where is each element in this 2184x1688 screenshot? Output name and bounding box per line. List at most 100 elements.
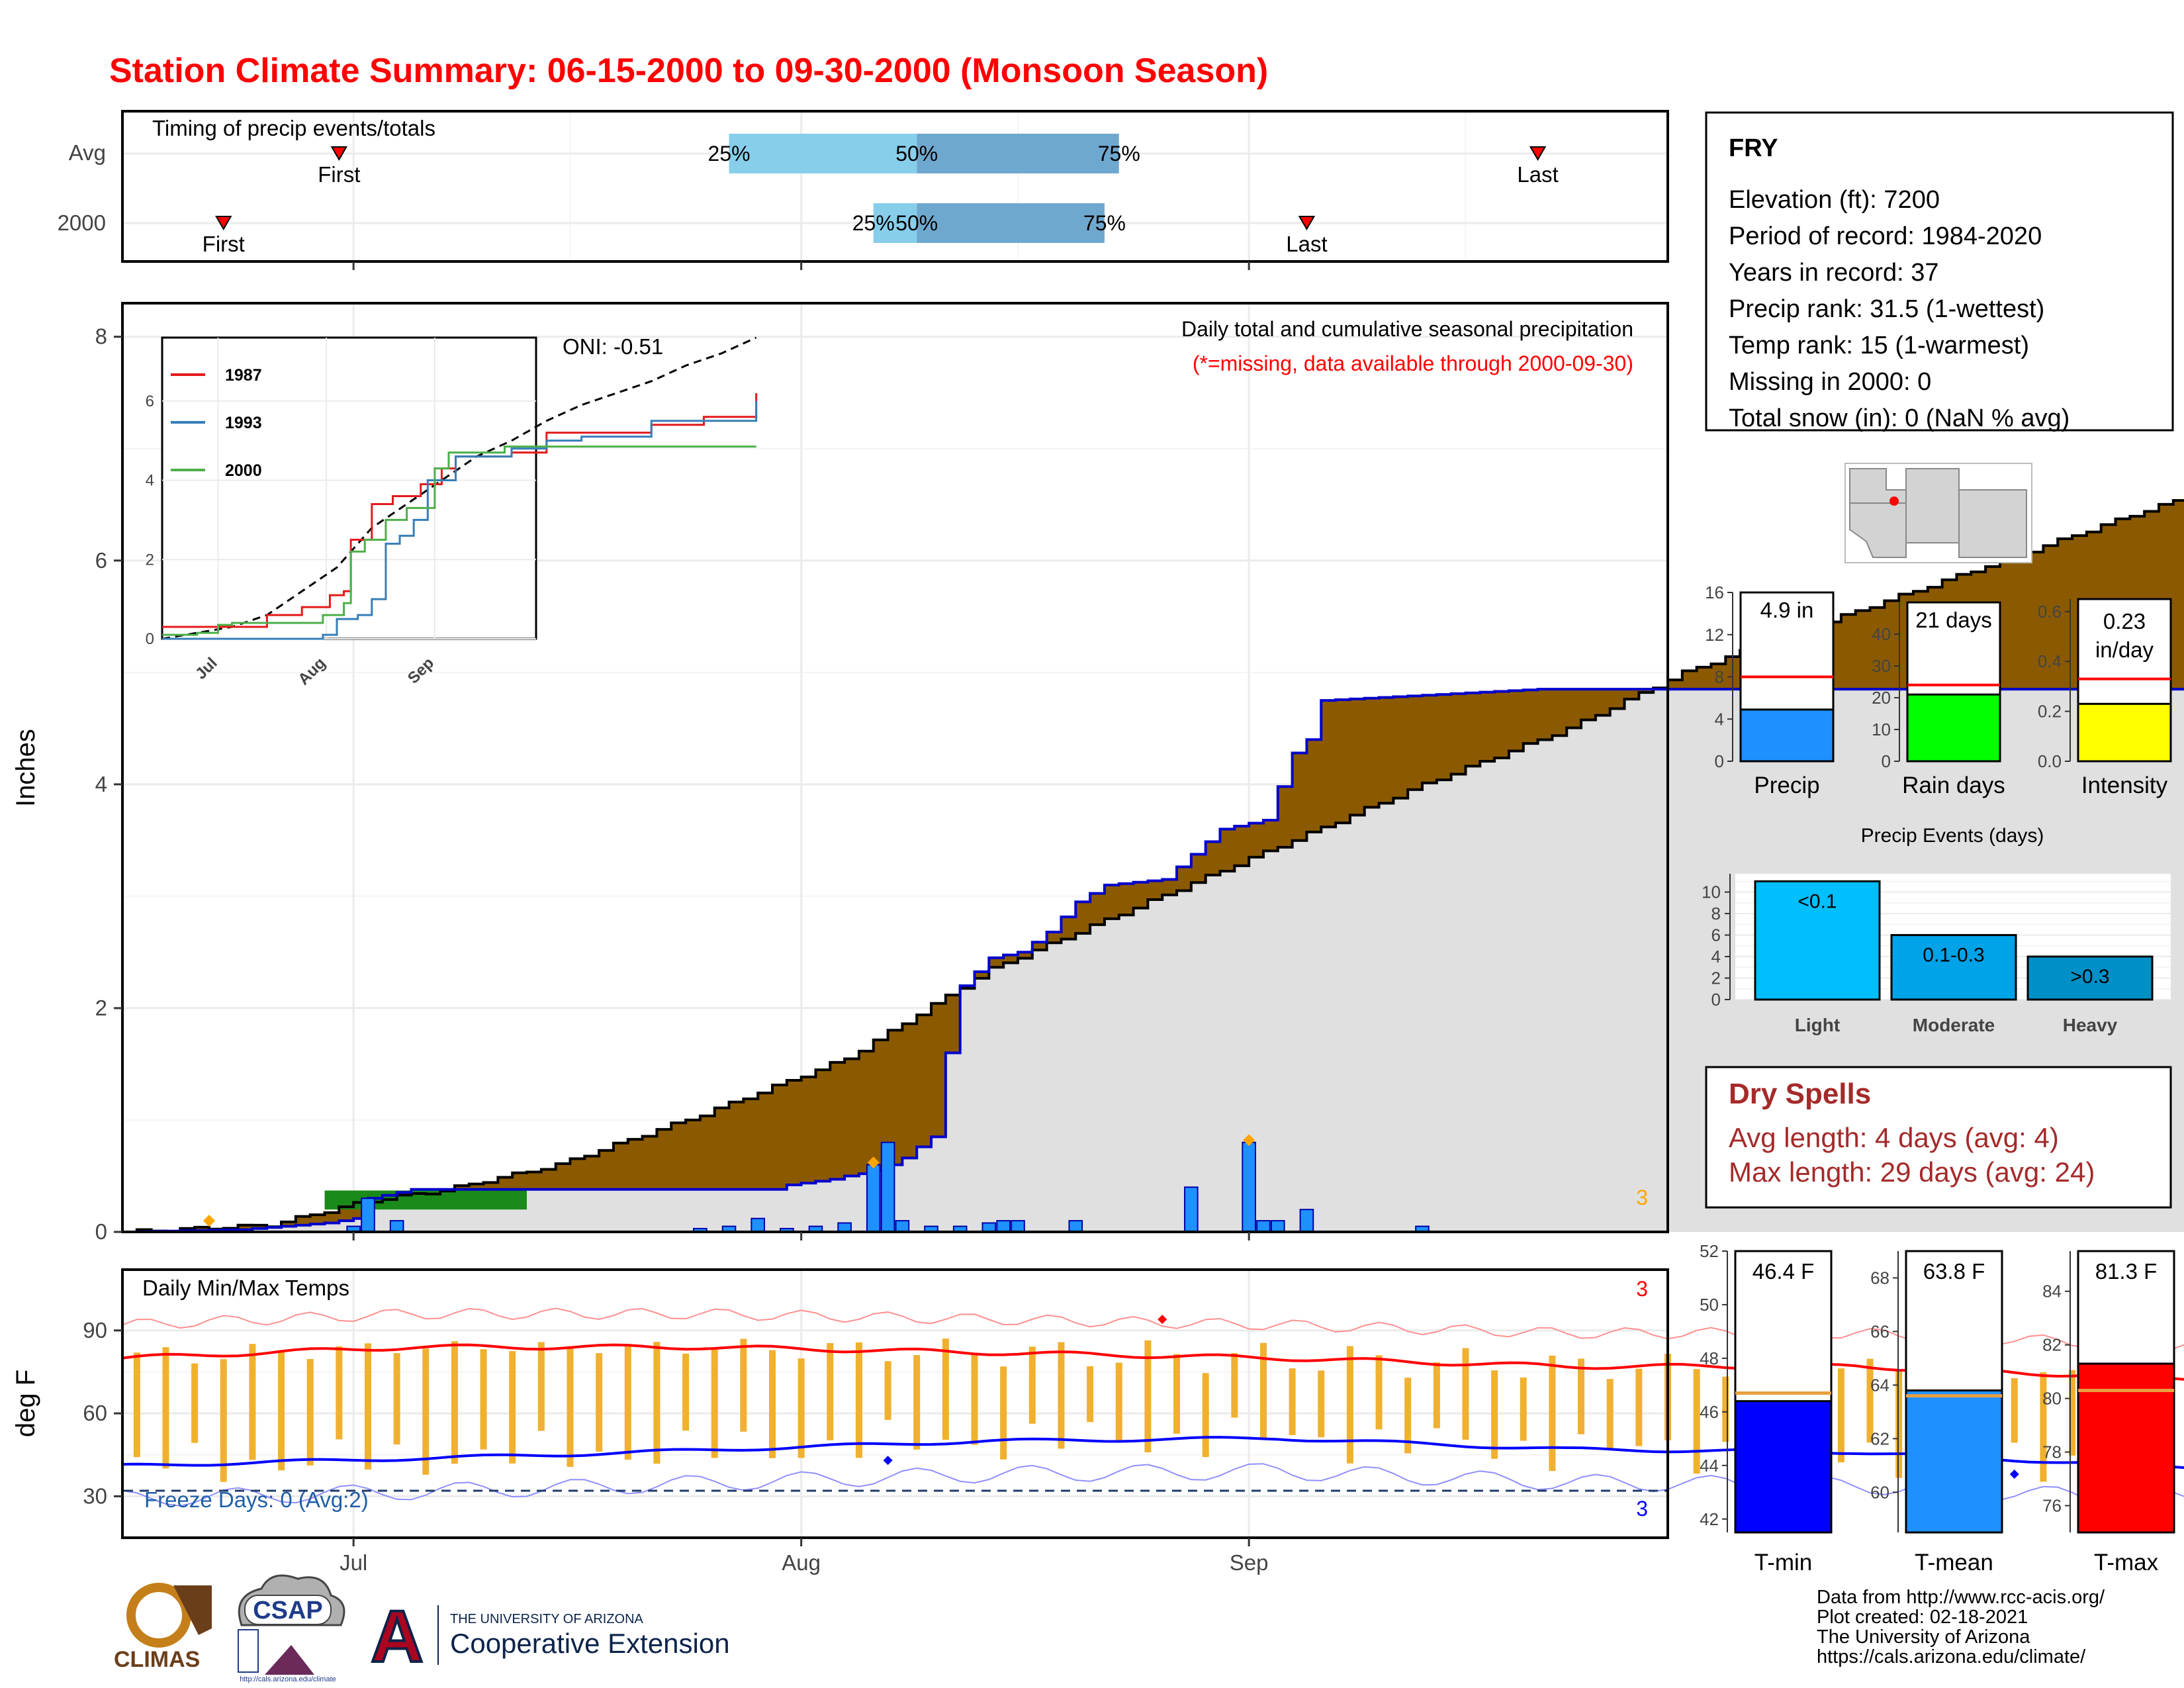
inset-legend-label: 1993: [225, 414, 262, 432]
summary-bar-value-unit: in/day: [2095, 637, 2154, 662]
station-line-years: Years in record: 37: [1729, 259, 1939, 287]
temp-y-tick-label: 30: [83, 1483, 107, 1508]
dry-spells-max: Max length: 29 days (avg: 24): [1729, 1156, 2095, 1188]
daily-precip-bar: [895, 1220, 910, 1233]
inset-y-tick-label: 4: [146, 472, 154, 490]
daily-temp-range-bar: [1058, 1342, 1065, 1449]
timing-panel: Timing of precip events/totals Avg 2000 …: [58, 110, 1669, 263]
station-line-missing: Missing in 2000: 0: [1729, 368, 1931, 396]
timing-q50-label: 50%: [895, 142, 938, 165]
timing-row-avg-label: Avg: [69, 140, 106, 165]
daily-temp-range-bar: [1693, 1369, 1700, 1474]
daily-precip-bar: [880, 1141, 895, 1233]
daily-temp-range-bar: [393, 1353, 400, 1445]
csap-logo-text: CSAP: [253, 1597, 323, 1624]
inset-series-line-2000: [162, 445, 756, 636]
temp-bar-tick-label: 84: [2042, 1282, 2062, 1301]
daily-temp-range-bar: [1635, 1368, 1643, 1446]
daily-precip-bar: [389, 1220, 404, 1233]
event-bar-heavy: [2026, 955, 2154, 1001]
timing-last-label: Last: [1286, 232, 1327, 256]
timing-q75-label: 75%: [1083, 211, 1126, 235]
station-line-temp-rank: Temp rank: 15 (1-warmest): [1729, 332, 2029, 359]
daily-temp-range-bar: [480, 1349, 487, 1450]
timing-q75-label: 75%: [1098, 142, 1140, 165]
temp-bar-tick-label: 76: [2042, 1496, 2062, 1516]
daily-precip-bar: [1270, 1220, 1285, 1233]
daily-temp-range-bar: [971, 1353, 978, 1445]
events-tick-label: 8: [1711, 904, 1721, 923]
daily-temp-range-bar: [711, 1349, 718, 1458]
ua-logo-bottom: Cooperative Extension: [450, 1628, 730, 1659]
precip-y-tick-label: 4: [95, 772, 107, 796]
summary-bar-tick-label: 0: [1715, 751, 1724, 771]
summary-bar-Rain days: [1906, 693, 2001, 763]
temp-panel: 30 60 90 deg F Daily Min/Max Temps Freeze …: [11, 1268, 2184, 1539]
daily-record-marker: [1243, 1134, 1255, 1147]
university-of-arizona-logo: A THE UNIVERSITY OF ARIZONA Cooperative …: [369, 1595, 730, 1679]
temp-bar-tick-label: 44: [1700, 1456, 1719, 1476]
temp-bar-tick-label: 42: [1700, 1509, 1719, 1529]
daily-temp-range-bar: [1606, 1379, 1614, 1448]
station-location-dot: [1889, 496, 1899, 506]
summary-bar-tick-label: 16: [1705, 583, 1724, 602]
precip-panel-title: Daily total and cumulative seasonal prec…: [1181, 317, 1633, 341]
daily-temp-range-bar: [1173, 1354, 1181, 1434]
climas-logo-text: CLIMAS: [114, 1647, 200, 1672]
station-line-precip-rank: Precip rank: 31.5 (1-wettest): [1729, 295, 2044, 323]
precip-events-chart: Precip Events (days) 0 2 4 6 8 10 <0.1 Light 0.1…: [1702, 825, 2171, 1035]
summary-bar-tick-label: 0.4: [2038, 651, 2062, 671]
credit-line-1: Data from http://www.rcc-acis.org/: [1817, 1587, 2105, 1608]
temp-bar-tick-label: 46: [1700, 1402, 1719, 1422]
daily-temp-range-bar: [1520, 1377, 1527, 1441]
precip-y-tick-label: 2: [95, 996, 107, 1020]
daily-precip-bar: [996, 1220, 1011, 1233]
timing-last-marker: [1529, 146, 1547, 161]
daily-record-marker: [867, 1156, 880, 1169]
daily-temp-range-bar: [1722, 1376, 1729, 1442]
daily-temp-range-bar: [2069, 1370, 2076, 1456]
timing-title: Timing of precip events/totals: [152, 116, 435, 140]
event-category-label: Heavy: [2063, 1015, 2118, 1035]
daily-temp-range-bar: [1289, 1368, 1296, 1435]
temp-panel-title: Daily Min/Max Temps: [142, 1276, 349, 1300]
precip-y-tick-label: 8: [95, 324, 107, 349]
daily-temp-range-bar: [1231, 1353, 1238, 1418]
daily-temp-range-bar: [855, 1342, 862, 1458]
timing-first-label: First: [203, 232, 245, 256]
daily-precip-bar: [1256, 1220, 1271, 1233]
daily-temp-range-bar: [1578, 1358, 1585, 1434]
precip-corner-count: 3: [1636, 1186, 1648, 1209]
daily-temp-range-bar: [509, 1351, 516, 1464]
event-bar-label: <0.1: [1797, 890, 1837, 912]
inset-legend-label: 1987: [225, 366, 262, 385]
daily-temp-range-bar: [624, 1344, 631, 1460]
events-tick-label: 4: [1711, 947, 1721, 966]
climas-logo: CLIMAS: [114, 1583, 212, 1672]
daily-temp-range-bar: [422, 1348, 430, 1475]
event-bar-moderate: [1890, 934, 2017, 1001]
event-category-label: Light: [1795, 1015, 1840, 1035]
summary-bar-value: 21 days: [1915, 608, 1992, 632]
temperature-summary-bars: 42 44 46 48 50 52 46.4 F T-min 60 62 64 66 68 63.8 F T…: [1700, 1241, 2175, 1575]
daily-temp-range-bar: [451, 1341, 458, 1464]
station-line-snow: Total snow (in): 0 (NaN % avg): [1729, 404, 2070, 432]
events-tick-label: 6: [1711, 925, 1721, 945]
daily-temp-range-bar: [1433, 1362, 1440, 1429]
summary-bar-tick-label: 30: [1872, 656, 1891, 676]
daily-temp-range-bar: [1000, 1366, 1007, 1460]
temp-bar-tick-label: 50: [1700, 1295, 1719, 1315]
x-axis-tick-label: Jul: [340, 1550, 367, 1575]
daily-temp-range-bar: [1895, 1370, 1903, 1478]
daily-temp-range-bar: [797, 1358, 805, 1458]
summary-bar-tick-label: 0.2: [2038, 702, 2062, 722]
dry-spells-box: Dry Spells Avg length: 4 days (avg: 4) M…: [1705, 1066, 2172, 1209]
daily-temp-range-bar: [942, 1338, 949, 1440]
daily-temp-range-bar: [2011, 1378, 2018, 1443]
precip-panel-subtitle: (*=missing, data available through 2000-…: [1193, 352, 1633, 375]
dry-spells-avg: Avg length: 4 days (avg: 4): [1729, 1122, 2059, 1153]
temp-bar-tick-label: 48: [1700, 1348, 1719, 1368]
daily-temp-range-bar: [133, 1352, 140, 1458]
freeze-days-label: Freeze Days: 0 (Avg:2): [144, 1487, 369, 1512]
